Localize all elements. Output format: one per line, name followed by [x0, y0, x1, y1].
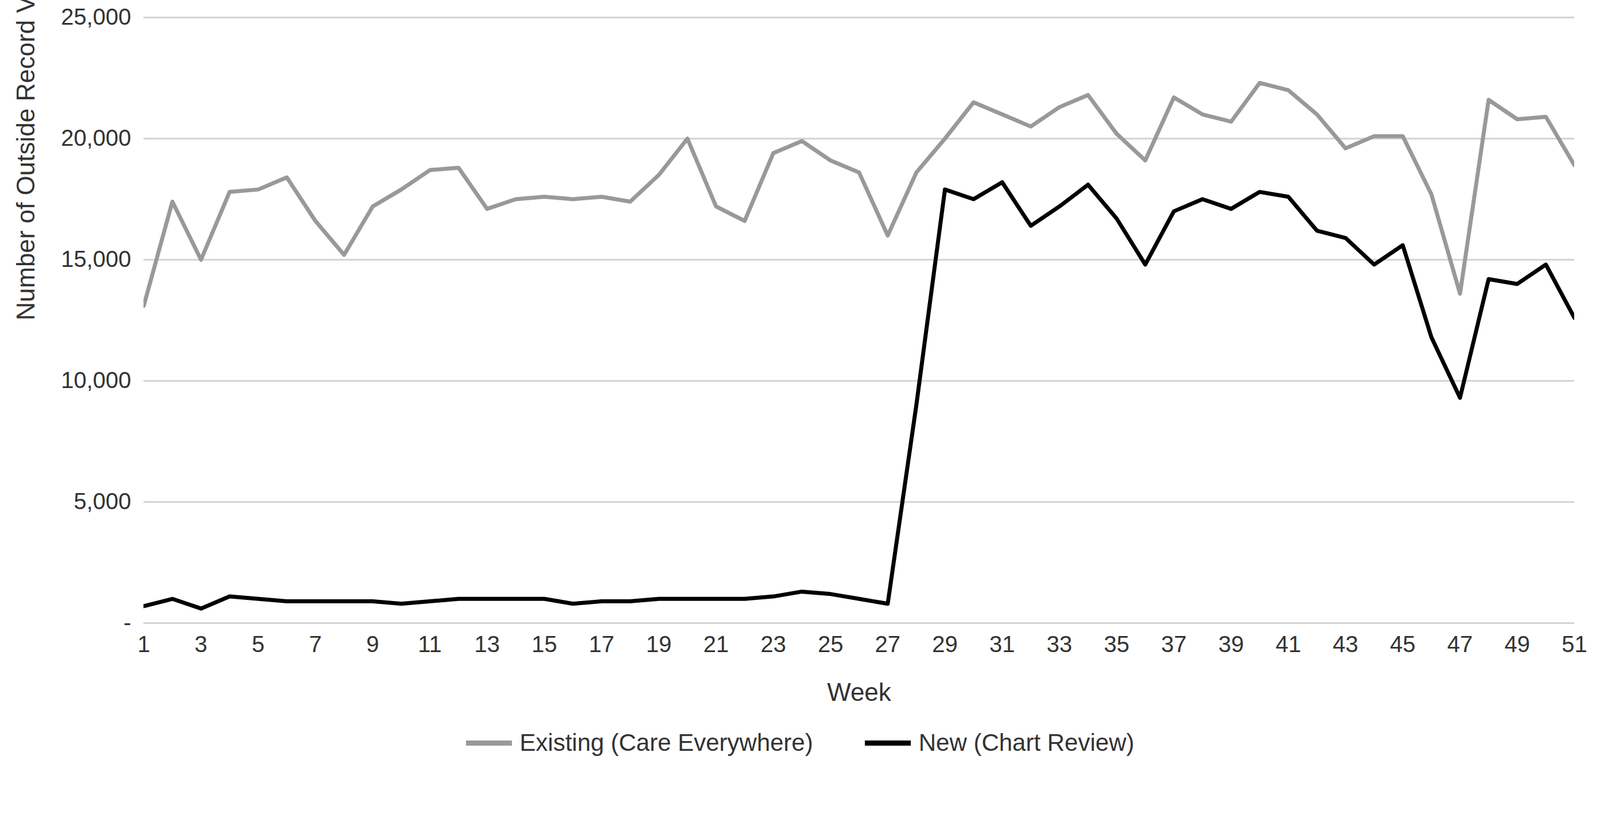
svg-text:47: 47: [1447, 631, 1474, 657]
svg-text:19: 19: [646, 631, 673, 657]
svg-text:Week: Week: [826, 677, 892, 706]
svg-text:3: 3: [194, 631, 208, 657]
svg-text:-: -: [123, 609, 131, 635]
svg-text:15,000: 15,000: [60, 246, 131, 272]
svg-text:5,000: 5,000: [73, 488, 131, 514]
svg-text:29: 29: [931, 631, 958, 657]
svg-text:10,000: 10,000: [60, 367, 131, 393]
svg-text:1: 1: [137, 631, 150, 657]
svg-text:13: 13: [474, 631, 501, 657]
svg-text:25: 25: [817, 631, 844, 657]
svg-text:35: 35: [1103, 631, 1130, 657]
svg-text:43: 43: [1332, 631, 1359, 657]
svg-text:41: 41: [1275, 631, 1302, 657]
svg-text:33: 33: [1046, 631, 1073, 657]
svg-text:17: 17: [588, 631, 615, 657]
svg-text:25,000: 25,000: [60, 4, 131, 30]
svg-text:27: 27: [875, 631, 902, 657]
svg-text:39: 39: [1218, 631, 1245, 657]
svg-text:7: 7: [309, 631, 322, 657]
svg-text:49: 49: [1504, 631, 1531, 657]
svg-text:Number of Outside Record View: Number of Outside Record View Events: [11, 0, 40, 321]
html-text:New (Chart Review): New (Chart Review): [918, 728, 1135, 756]
svg-text:23: 23: [760, 631, 787, 657]
svg-text:31: 31: [989, 631, 1016, 657]
svg-text:11: 11: [417, 631, 442, 657]
svg-text:21: 21: [703, 631, 729, 657]
svg-text:15: 15: [531, 631, 558, 657]
svg-text:51: 51: [1561, 631, 1588, 657]
svg-text:37: 37: [1160, 631, 1187, 657]
svg-text:45: 45: [1389, 631, 1416, 657]
svg-text:5: 5: [251, 631, 265, 657]
svg-text:20,000: 20,000: [60, 125, 131, 151]
svg-text:9: 9: [366, 631, 379, 657]
html-text:Existing (Care Everywhere): Existing (Care Everywhere): [519, 728, 814, 756]
